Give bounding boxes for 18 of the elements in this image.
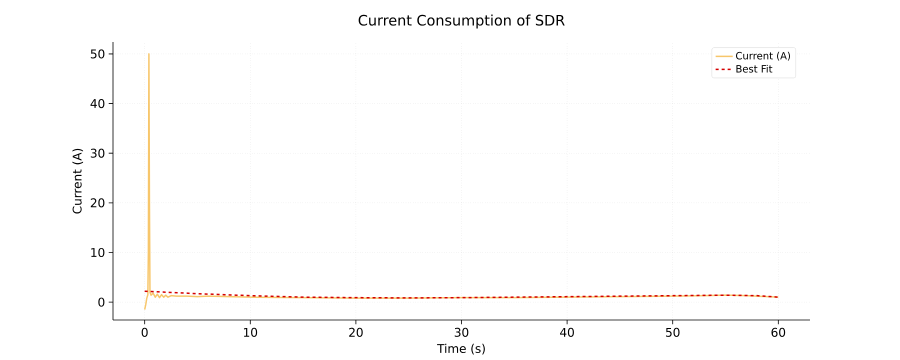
x-axis-title: Time (s) [437, 344, 485, 354]
chart-title: Current Consumption of SDR [358, 14, 565, 28]
y-tick-label: 30 [90, 148, 104, 158]
legend-label: Best Fit [736, 64, 772, 73]
x-tick-label: 40 [560, 328, 574, 337]
y-tick-label: 10 [91, 248, 104, 258]
y-tick-label: 50 [90, 49, 104, 58]
x-tick-label: 60 [772, 328, 786, 337]
x-tick-label: 30 [454, 328, 468, 337]
x-tick-label: 0 [142, 328, 148, 337]
x-tick-label: 50 [666, 328, 680, 337]
legend-label: Current (A) [736, 52, 790, 61]
y-axis-title: Current (A) [72, 148, 84, 214]
x-tick-label: 10 [244, 328, 258, 337]
y-tick-label: 20 [90, 198, 104, 208]
y-tick-label: 40 [90, 99, 104, 108]
x-tick-label: 20 [349, 328, 363, 337]
y-tick-label: 0 [98, 298, 104, 307]
